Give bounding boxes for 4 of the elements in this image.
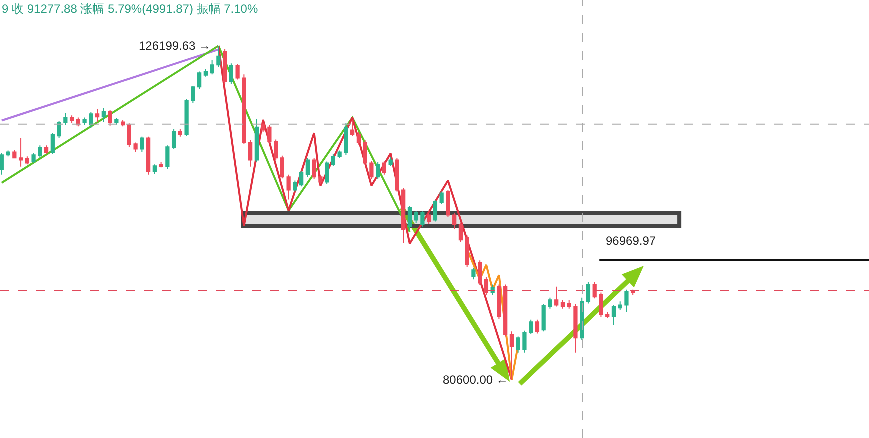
annotation: 80600.00 ← bbox=[443, 373, 508, 387]
annotation: 126199.63 → bbox=[139, 39, 212, 53]
chart-title: 9 收 91277.88 涨幅 5.79%(4991.87) 振幅 7.10% bbox=[2, 2, 258, 16]
ref-line-label: 96969.97 bbox=[606, 234, 656, 248]
